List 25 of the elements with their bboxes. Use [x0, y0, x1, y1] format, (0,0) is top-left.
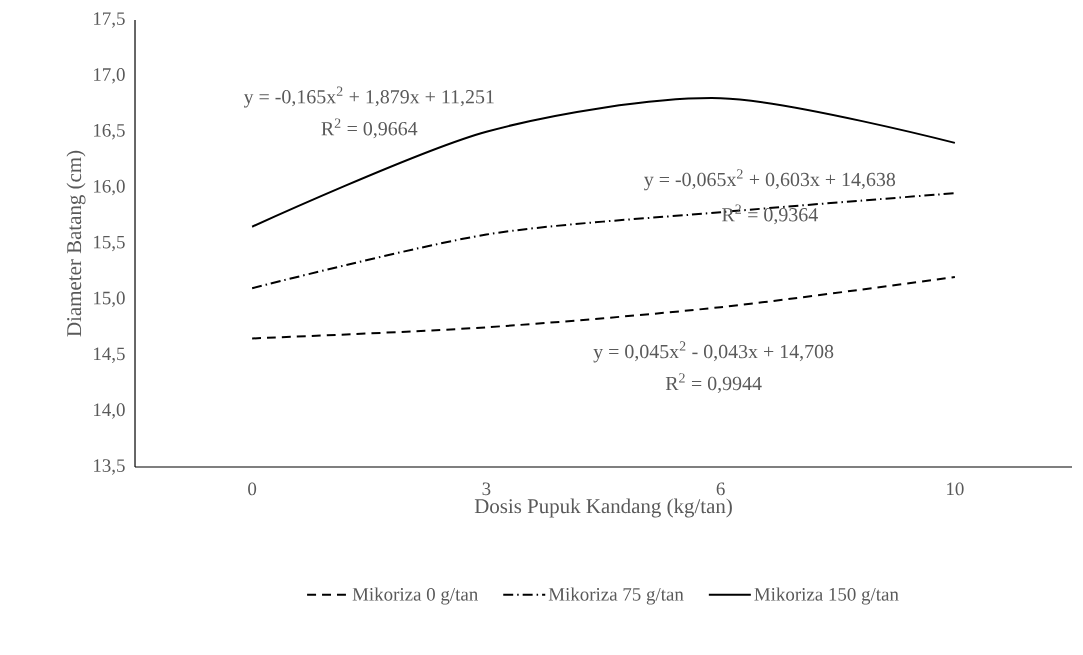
y-tick-label: 15,5 — [94, 235, 125, 252]
legend-label: Mikoriza 150 g/tan — [754, 587, 899, 605]
y-tick-label: 14,0 — [94, 403, 125, 419]
annotation: y = -0,165x$^{2}$ + 1,879x + 11,251 — [243, 86, 494, 108]
x-tick-label: 0 — [248, 482, 257, 496]
x-tick-label: 3 — [482, 482, 491, 496]
x-tick-label: 6 — [716, 482, 725, 496]
y-tick-label: 15,0 — [94, 291, 125, 308]
x-axis-title: Dosis Pupuk Kandang (kg/tan) — [474, 498, 732, 518]
y-tick-label: 17,0 — [94, 68, 125, 84]
line-series — [251, 192, 956, 290]
y-tick-label: 16,5 — [94, 124, 125, 140]
y-tick-label: 16,0 — [94, 179, 125, 196]
y-tick-label: 17,5 — [94, 12, 125, 28]
x-tick-label: 10 — [947, 482, 964, 496]
legend-label: Mikoriza 0 g/tan — [352, 587, 478, 605]
y-tick-label: 13,5 — [94, 459, 125, 475]
legend-label: Mikoriza 75 g/tan — [548, 587, 684, 605]
annotation: y = 0,045x$^{2}$ - 0,043x + 14,708 — [593, 341, 834, 363]
y-tick-label: 14,5 — [94, 347, 125, 363]
annotation: R$^{2}$ = 0,9944 — [665, 373, 762, 394]
annotation: y = -0,065x$^{2}$ + 0,603x + 14,638 — [644, 169, 896, 191]
line-series — [251, 276, 956, 340]
annotation: R$^{2}$ = 0,9664 — [321, 118, 418, 139]
y-axis-title: Diameter Batang (cm) — [66, 150, 86, 337]
